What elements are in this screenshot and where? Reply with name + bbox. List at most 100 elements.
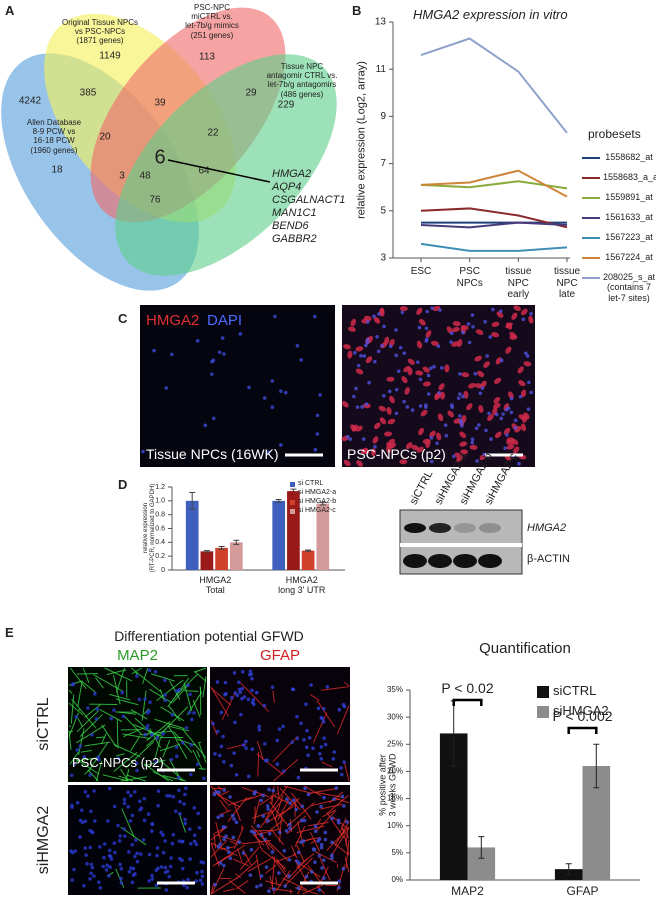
nucleus — [228, 856, 233, 861]
nucleus — [265, 819, 270, 823]
venn-count: 20 — [99, 132, 111, 143]
fiber — [212, 791, 241, 808]
nucleus — [334, 786, 339, 790]
y-tick-label: 0.6 — [155, 525, 165, 532]
fiber — [202, 676, 207, 698]
gene: CSGALNACT1 — [272, 194, 346, 206]
nucleus — [78, 818, 83, 823]
fiber — [217, 785, 223, 791]
nucleus — [239, 712, 243, 717]
fiber — [167, 725, 177, 738]
nucleus — [142, 796, 147, 801]
nucleus — [88, 773, 92, 777]
nucleus — [299, 358, 304, 362]
nucleus — [483, 319, 487, 324]
fiber — [194, 670, 207, 682]
cell — [477, 370, 485, 378]
nucleus — [90, 829, 94, 834]
fiber — [302, 884, 324, 895]
nucleus — [529, 390, 534, 395]
nucleus — [195, 762, 200, 767]
nucleus — [233, 691, 238, 695]
nucleus — [92, 789, 96, 793]
cell — [360, 447, 369, 454]
cell — [466, 403, 473, 411]
cell — [511, 312, 518, 320]
annotation: P < 0.02 — [441, 680, 494, 696]
cell — [495, 357, 502, 365]
fiber — [175, 739, 188, 760]
nucleus — [250, 747, 255, 752]
nucleus — [405, 405, 410, 409]
fiber — [296, 825, 325, 834]
nucleus — [461, 330, 465, 335]
nucleus — [458, 372, 462, 376]
nucleus — [467, 340, 472, 345]
fiber — [118, 775, 134, 782]
fiber — [309, 694, 320, 701]
fiber — [272, 735, 299, 763]
nucleus — [163, 698, 168, 703]
nucleus — [210, 372, 214, 376]
nucleus — [367, 380, 371, 385]
nucleus — [161, 833, 165, 837]
fiber — [159, 743, 181, 752]
fiber — [259, 799, 283, 829]
nucleus — [509, 410, 514, 415]
nucleus — [318, 752, 322, 756]
nucleus — [132, 789, 137, 794]
nucleus — [218, 861, 223, 865]
fiber — [270, 785, 288, 810]
cell — [459, 441, 468, 447]
nucleus — [118, 834, 122, 838]
legend-label: 1561633_at — [605, 212, 653, 222]
cell — [386, 376, 395, 382]
y-tick-label: 35% — [387, 685, 403, 694]
nucleus — [219, 744, 224, 749]
cell — [461, 372, 470, 378]
cell — [513, 446, 520, 454]
nucleus — [402, 399, 406, 404]
nucleus — [195, 870, 199, 875]
cell — [373, 316, 381, 324]
nucleus — [307, 736, 312, 740]
cell — [415, 370, 424, 376]
nucleus — [150, 873, 154, 878]
y-tick-label: 15% — [387, 794, 403, 803]
stain-label: DAPI — [207, 312, 243, 329]
fiber — [78, 708, 81, 711]
nucleus — [186, 877, 190, 882]
nucleus — [197, 825, 202, 830]
fiber — [78, 728, 85, 756]
nucleus — [322, 876, 326, 880]
nucleus — [250, 676, 254, 681]
nucleus — [112, 841, 117, 845]
venn-count: 76 — [149, 195, 161, 206]
nucleus — [466, 322, 471, 326]
legend-swatch — [290, 500, 295, 505]
nucleus — [180, 740, 185, 745]
nucleus — [226, 846, 230, 850]
nucleus — [161, 850, 166, 855]
nucleus — [248, 669, 253, 674]
cell — [343, 344, 351, 350]
nucleus — [188, 857, 192, 861]
nucleus — [499, 416, 504, 421]
cell — [452, 321, 461, 327]
nucleus — [228, 795, 232, 799]
nucleus — [444, 433, 449, 438]
cell — [384, 431, 393, 437]
venn-count: 113 — [199, 52, 215, 63]
micrograph — [140, 305, 335, 467]
legend-label: 1559891_at — [605, 192, 653, 202]
fiber — [121, 808, 135, 838]
nucleus — [133, 854, 137, 859]
nucleus — [82, 755, 87, 759]
annotation: P < 0.002 — [552, 708, 613, 724]
nucleus — [341, 867, 346, 871]
nucleus — [277, 830, 282, 835]
fiber — [321, 761, 333, 768]
nucleus — [295, 736, 300, 741]
nucleus — [217, 350, 222, 355]
